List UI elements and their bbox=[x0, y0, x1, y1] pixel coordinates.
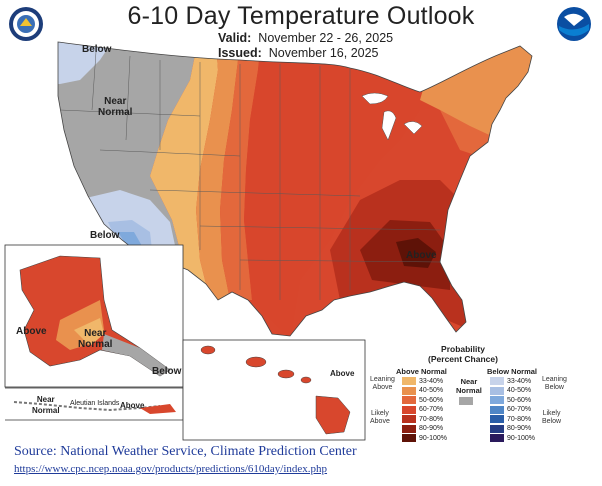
legend-below-row: 40-50% bbox=[490, 386, 531, 396]
legend-below-label: 60-70% bbox=[507, 406, 532, 413]
legend-below-swatch bbox=[490, 377, 504, 385]
legend-above-swatch bbox=[402, 396, 416, 404]
legend-above-row: 80-90% bbox=[402, 424, 443, 434]
legend-above-label: 90-100% bbox=[419, 434, 448, 442]
legend-above-label: 40-50% bbox=[419, 387, 444, 394]
hawaii-islands bbox=[200, 345, 351, 435]
legend-leaning-below: Leaning Below bbox=[542, 376, 567, 391]
legend-below-row: 80-90% bbox=[490, 424, 531, 434]
label-ak-near: Near Normal bbox=[78, 328, 113, 350]
label-ak-above: Above bbox=[16, 326, 47, 337]
issued-label: Issued: bbox=[218, 46, 262, 60]
legend-above-row: 60-70% bbox=[402, 405, 443, 415]
label-near-normal: Near Normal bbox=[98, 96, 133, 118]
legend-above-label: 33-40% bbox=[419, 377, 444, 385]
legend-leaning-above: Leaning Above bbox=[370, 376, 395, 391]
legend-above-swatch bbox=[402, 424, 416, 433]
legend-below-swatch bbox=[490, 386, 504, 395]
label-aleutian: Aleutian Islands bbox=[70, 400, 120, 407]
label-ak-below: Below bbox=[152, 366, 182, 377]
legend-below-swatch bbox=[490, 434, 504, 442]
legend-below-row: 70-80% bbox=[490, 414, 531, 424]
state-lines bbox=[59, 51, 441, 300]
legend-above-row: 33-40% bbox=[402, 376, 443, 386]
legend-near-swatch bbox=[459, 397, 473, 405]
legend-above-row: 90-100% bbox=[402, 433, 447, 443]
doc-seal-logo bbox=[9, 7, 43, 41]
legend-below-swatch bbox=[490, 405, 504, 414]
legend-below-row: 50-60% bbox=[490, 395, 531, 405]
conus-outline bbox=[57, 41, 533, 337]
label-aleutian-above: Above bbox=[120, 401, 145, 410]
legend-above-swatch bbox=[402, 434, 416, 442]
issued-date: November 16, 2025 bbox=[268, 46, 379, 60]
noaa-logo bbox=[557, 7, 591, 41]
source-url-link[interactable]: https://www.cpc.ncep.noaa.gov/products/p… bbox=[14, 463, 328, 475]
legend-below-swatch bbox=[490, 396, 504, 404]
label-ak-near-sw: Near Normal bbox=[32, 395, 60, 415]
legend-below-row: 60-70% bbox=[490, 405, 531, 415]
legend-below-row: 90-100% bbox=[490, 433, 535, 443]
legend-below-label: 33-40% bbox=[507, 377, 532, 385]
label-above-se: Above bbox=[406, 250, 437, 261]
valid-dates: November 22 - 26, 2025 bbox=[258, 31, 394, 45]
aleutian-east bbox=[140, 404, 176, 414]
legend-near-header: Near Normal bbox=[456, 377, 482, 395]
source-credit: Source: National Weather Service, Climat… bbox=[14, 444, 357, 459]
alaska-fill bbox=[19, 255, 171, 377]
legend-below-row: 33-40% bbox=[490, 376, 531, 386]
legend-above-header: Above Normal bbox=[396, 367, 447, 376]
legend-above-swatch bbox=[402, 405, 416, 414]
legend-below-swatch bbox=[490, 415, 504, 423]
legend-below-label: 40-50% bbox=[507, 387, 532, 394]
legend-likely-above: Likely Above bbox=[370, 410, 390, 425]
legend-above-label: 50-60% bbox=[419, 396, 444, 404]
valid-label: Valid: bbox=[218, 31, 252, 45]
legend-above-row: 70-80% bbox=[402, 414, 443, 424]
legend-above-swatch bbox=[402, 386, 416, 395]
label-below-sw: Below bbox=[90, 230, 120, 241]
legend-above-swatch bbox=[402, 377, 416, 385]
legend-above-row: 40-50% bbox=[402, 386, 443, 396]
legend-above-label: 70-80% bbox=[419, 415, 444, 423]
legend-title: Probability (Percent Chance) bbox=[428, 344, 498, 364]
legend-above-swatch bbox=[402, 415, 416, 423]
legend-below-header: Below Normal bbox=[487, 367, 538, 376]
date-block: Valid: November 22 - 26, 2025 Issued: No… bbox=[218, 31, 393, 61]
legend-below-label: 70-80% bbox=[507, 415, 532, 423]
legend-below-label: 90-100% bbox=[507, 434, 536, 442]
legend-likely-below: Likely Below bbox=[542, 410, 562, 425]
legend-above-row: 50-60% bbox=[402, 395, 443, 405]
great-lakes bbox=[361, 92, 423, 141]
legend-below-label: 80-90% bbox=[507, 425, 532, 432]
legend-above-label: 60-70% bbox=[419, 406, 444, 413]
legend-above-label: 80-90% bbox=[419, 425, 444, 432]
map-title: 6-10 Day Temperature Outlook bbox=[127, 2, 475, 30]
legend-below-label: 50-60% bbox=[507, 396, 532, 404]
label-hi-above: Above bbox=[330, 369, 355, 378]
legend-below-swatch bbox=[490, 424, 504, 433]
label-below-nw: Below bbox=[82, 44, 112, 55]
